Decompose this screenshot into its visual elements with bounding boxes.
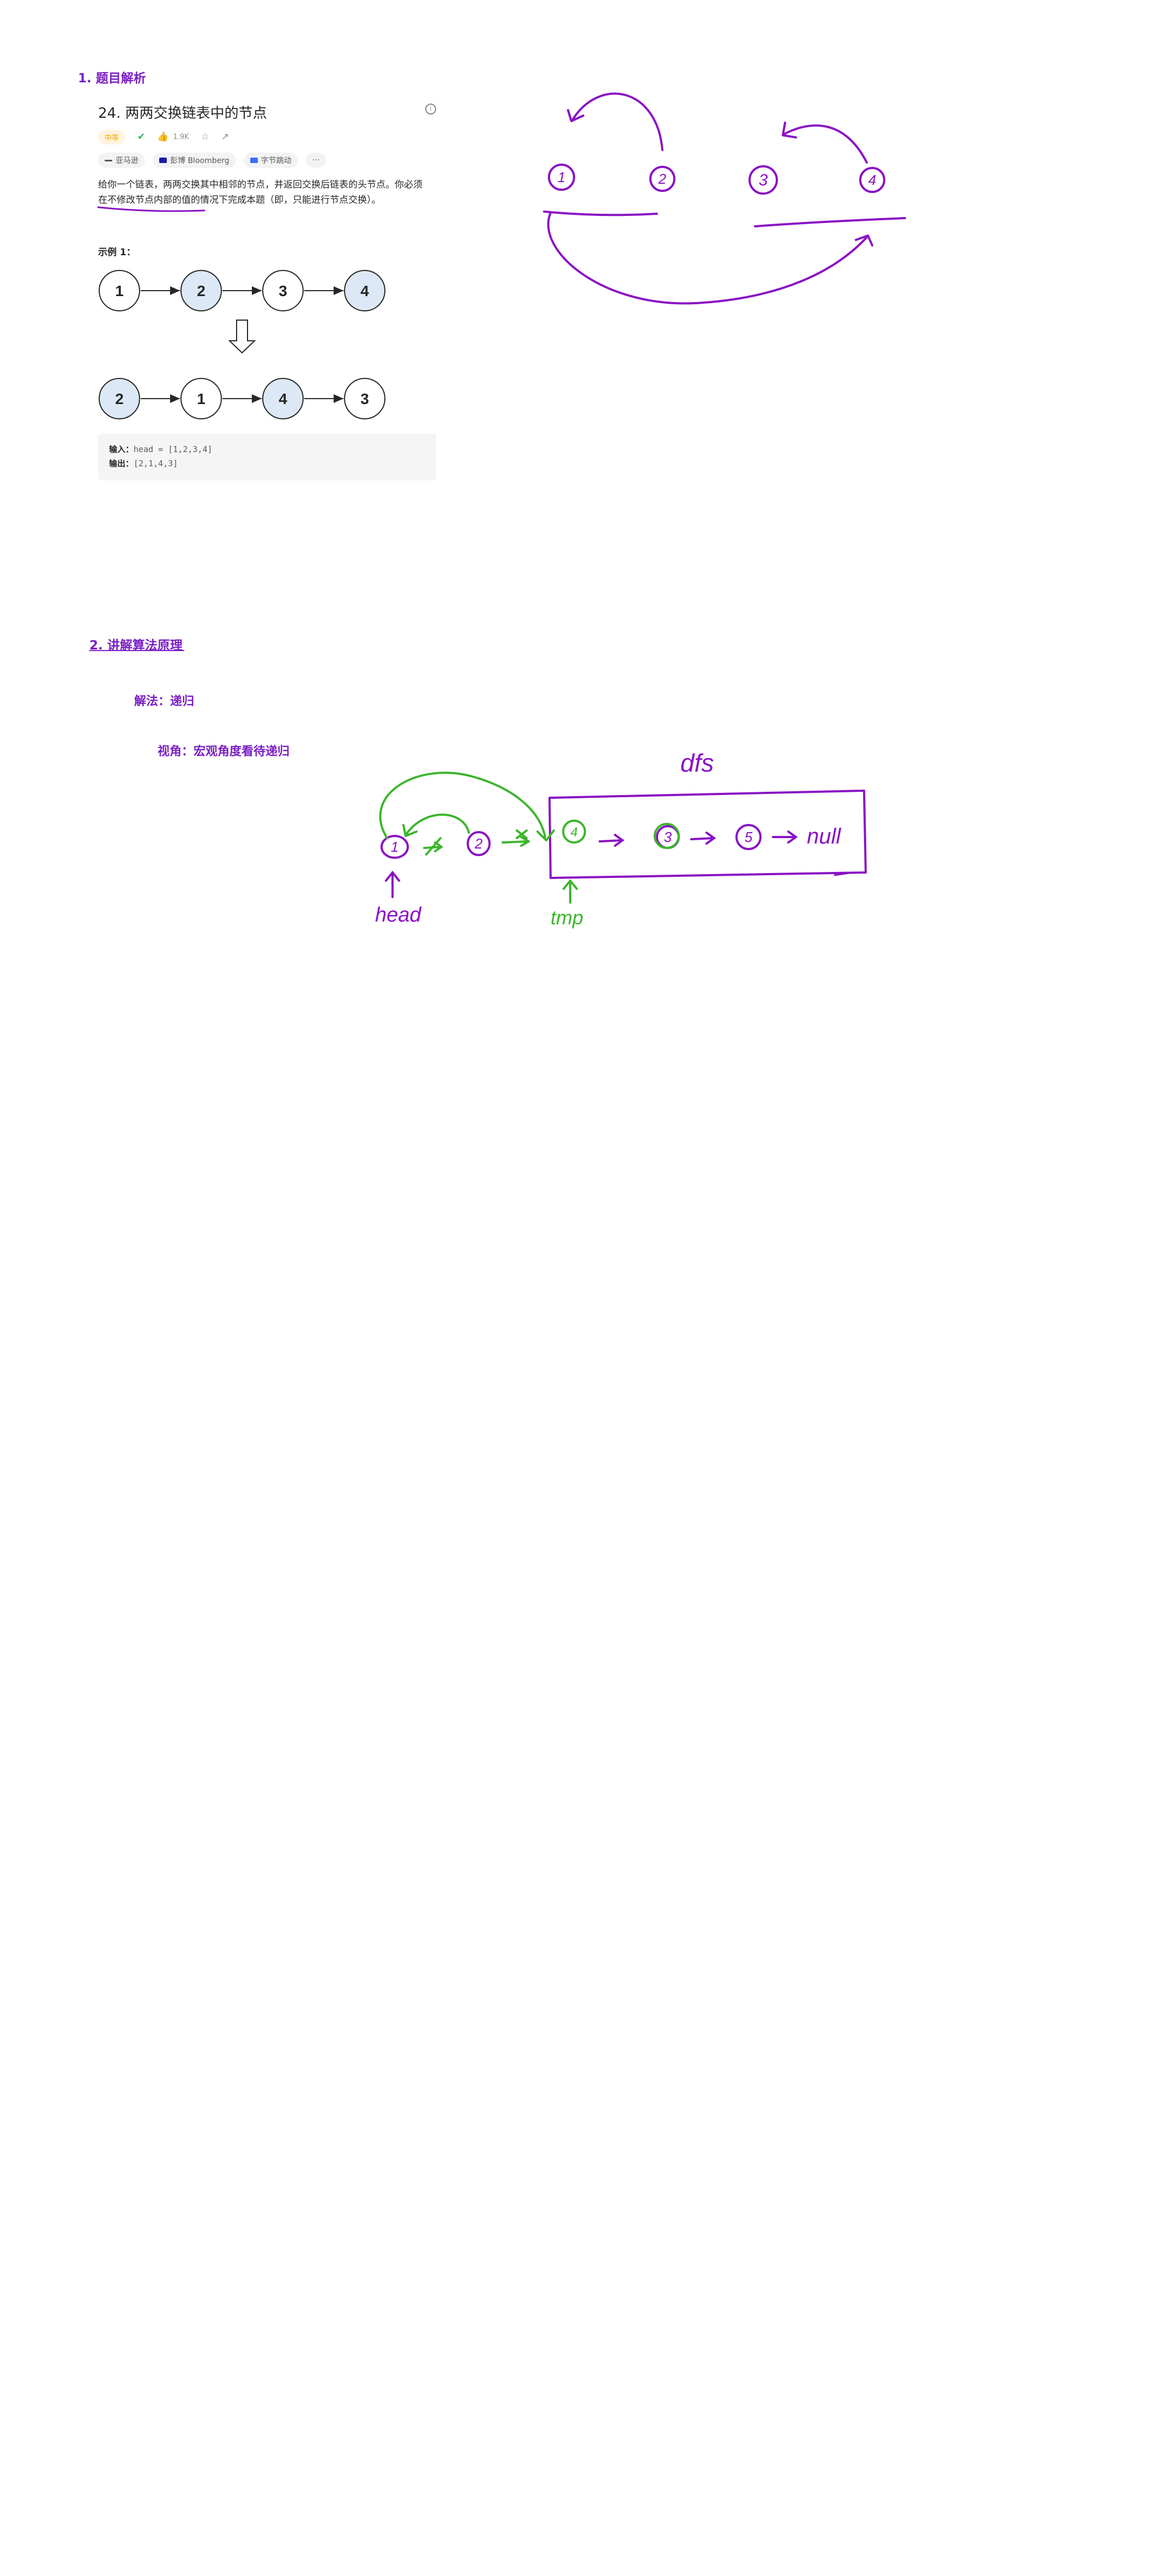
sketch-node-label: 4 xyxy=(868,172,876,188)
company-tag[interactable]: 彭博 Bloomberg xyxy=(153,153,236,168)
sketch-node-label: 4 xyxy=(570,825,577,840)
sketch-node-label: 2 xyxy=(474,835,483,852)
list-node xyxy=(262,270,304,311)
dfs-box xyxy=(548,790,867,879)
sketch-node xyxy=(467,831,491,856)
sketch-link-arrow xyxy=(690,832,716,845)
sketch-swap-arrow xyxy=(784,124,868,164)
sketch-underline xyxy=(754,217,906,227)
sketch-node xyxy=(381,835,409,859)
description-line-1: 给你一个链表，两两交换其中相邻的节点，并返回交换后链表的头节点。你必须 xyxy=(98,179,422,190)
sketch-node-label: 3 xyxy=(664,829,672,845)
sketch-underline xyxy=(543,210,658,216)
sketch-node xyxy=(859,167,885,193)
problem-card: 24. 两两交换链表中的节点 i 中等 ✔ 👍 1.9K ☆ ↗ 亚马逊 彭博 … xyxy=(98,95,436,483)
sketch-head-label: head xyxy=(375,904,422,926)
method-label: 解法：递归 xyxy=(134,695,195,708)
example-io-box: 输入：head = [1,2,3,4] 输出：[2,1,4,3] xyxy=(98,434,436,480)
node-value: 1 xyxy=(115,282,124,299)
node-value: 3 xyxy=(360,390,369,407)
difficulty-badge: 中等 xyxy=(98,129,126,145)
list-node xyxy=(99,270,140,311)
amazon-logo-icon xyxy=(105,159,112,161)
sketch-link-arrow xyxy=(772,830,798,844)
sketch-node-label: 5 xyxy=(745,829,753,845)
handwritten-swap-sketch: 1 2 3 4 xyxy=(543,92,906,305)
sketch-swap-arrow xyxy=(405,814,470,835)
input-value: head = [1,2,3,4] xyxy=(134,444,213,454)
sketch-new-link-arrow xyxy=(379,772,546,839)
after-list: 2 1 4 3 xyxy=(99,378,385,419)
sketch-node xyxy=(735,824,762,850)
share-icon[interactable]: ↗ xyxy=(221,131,230,142)
problem-meta: 中等 ✔ 👍 1.9K ☆ ↗ xyxy=(98,129,229,145)
list-node xyxy=(99,378,140,419)
sketch-node xyxy=(548,164,575,191)
more-tags-button[interactable]: ··· xyxy=(305,153,326,168)
output-label: 输出： xyxy=(109,459,134,468)
sketch-node xyxy=(654,823,680,849)
down-arrow-icon xyxy=(228,320,256,354)
sketch-node xyxy=(748,165,778,195)
list-node xyxy=(344,378,385,419)
node-value: 3 xyxy=(279,282,287,299)
sketch-node xyxy=(562,820,586,844)
output-line: 输出：[2,1,4,3] xyxy=(109,458,178,469)
star-icon[interactable]: ☆ xyxy=(201,131,209,142)
node-value: 1 xyxy=(197,390,206,407)
sketch-node-label: 1 xyxy=(391,839,399,855)
sketch-node-label: 3 xyxy=(759,171,768,189)
sketch-head-arrow xyxy=(385,870,400,898)
section-2-heading-underline xyxy=(89,650,184,651)
example-label: 示例 1： xyxy=(98,247,136,258)
thumb-up-icon[interactable]: 👍 xyxy=(157,131,169,142)
sketch-dfs-label: dfs xyxy=(680,749,714,777)
bloomberg-logo-icon xyxy=(159,158,167,163)
sketch-null-label: null xyxy=(807,824,841,848)
sketch-swap-arrow xyxy=(571,92,663,151)
like-count: 1.9K xyxy=(173,133,189,141)
node-value: 2 xyxy=(197,282,206,299)
output-value: [2,1,4,3] xyxy=(134,459,178,468)
description-line-2: 在不修改节点内部的值的情况下完成本题（即，只能进行节点交换）。 xyxy=(98,195,381,206)
sketch-node-label: 2 xyxy=(658,171,667,187)
sketch-crossed-link xyxy=(423,837,443,856)
sketch-tmp-arrow xyxy=(563,880,578,904)
before-list: 1 2 3 4 xyxy=(99,270,385,311)
problem-description: 给你一个链表，两两交换其中相邻的节点，并返回交换后链表的头节点。你必须 在不修改… xyxy=(98,177,436,208)
sketch-node-label: 1 xyxy=(558,169,565,185)
handwritten-recursion-sketch: dfs 1 2 3 5 null head 4 tmp xyxy=(375,749,867,929)
example-diagram: 1 2 3 4 2 1 4 3 xyxy=(99,270,385,419)
list-node xyxy=(180,270,222,311)
node-value: 4 xyxy=(360,282,369,299)
input-label: 输入： xyxy=(109,444,134,454)
company-tag[interactable]: 字节跳动 xyxy=(243,153,298,168)
problem-title[interactable]: 24. 两两交换链表中的节点 xyxy=(98,105,267,122)
list-node xyxy=(344,270,385,311)
solved-check-icon: ✔ xyxy=(137,131,146,142)
company-tag[interactable]: 亚马逊 xyxy=(98,153,145,168)
company-tags: 亚马逊 彭博 Bloomberg 字节跳动 ··· xyxy=(98,153,326,168)
list-node xyxy=(262,378,304,419)
node-value: 4 xyxy=(279,390,287,407)
section-1-heading: 1. 题目解析 xyxy=(78,71,146,86)
list-node xyxy=(180,378,222,419)
sketch-link-arrow xyxy=(599,834,625,847)
view-label: 视角：宏观角度看待递归 xyxy=(158,745,290,759)
sketch-tmp-label: tmp xyxy=(551,906,583,929)
sketch-link-arrow xyxy=(547,212,868,305)
handwritten-underline xyxy=(97,206,206,212)
input-line: 输入：head = [1,2,3,4] xyxy=(109,443,213,455)
node-value: 2 xyxy=(115,390,124,407)
bytedance-logo-icon xyxy=(250,158,258,163)
sketch-node xyxy=(649,166,675,192)
sketch-crossed-link xyxy=(502,829,530,847)
info-icon[interactable]: i xyxy=(425,104,436,115)
